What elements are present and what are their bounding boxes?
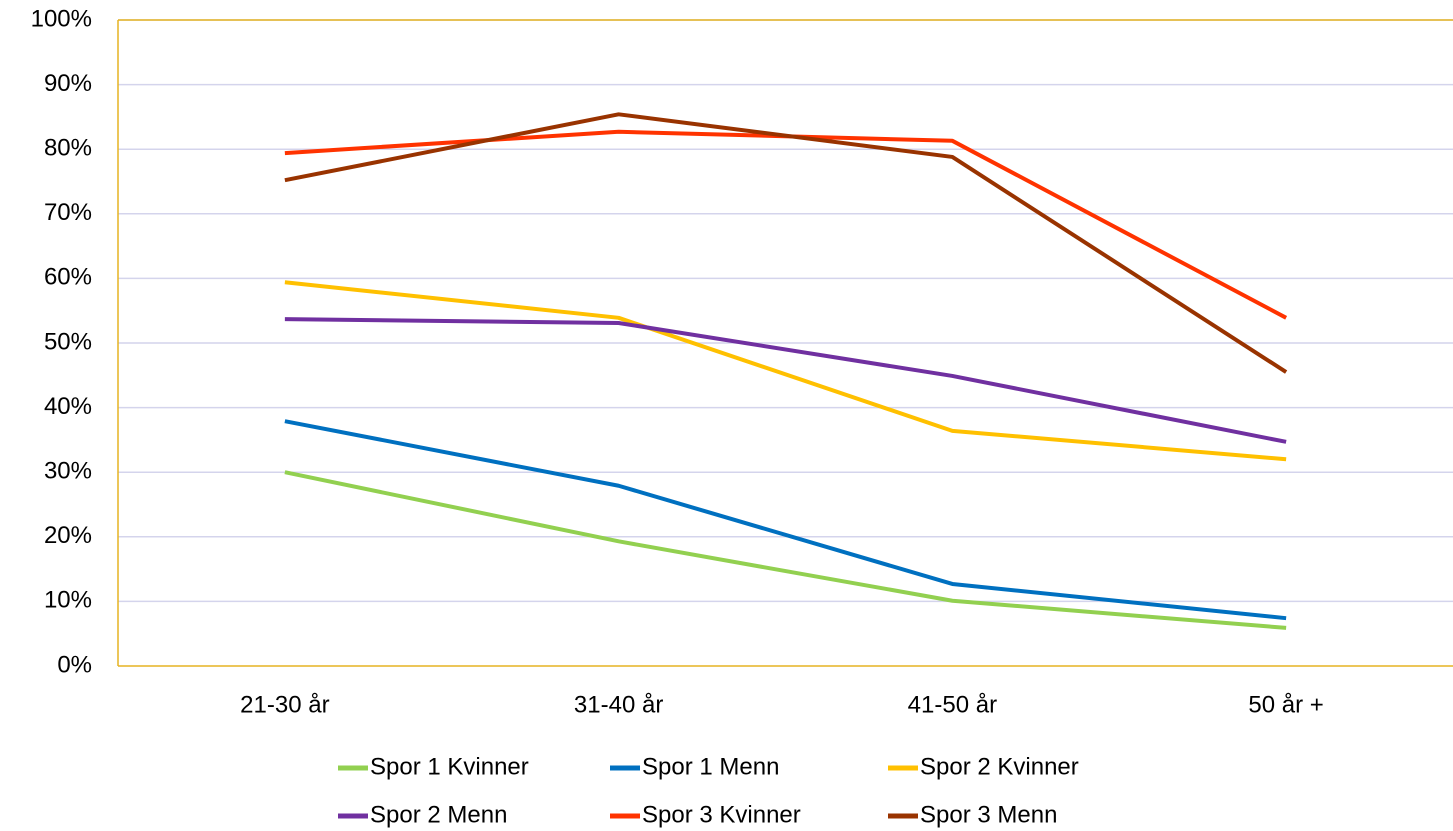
series-line [284, 112, 1288, 374]
y-tick-label: 30% [44, 458, 92, 485]
y-tick-label: 60% [44, 264, 92, 291]
y-tick-label: 40% [44, 393, 92, 420]
legend-label: Spor 3 Menn [920, 801, 1057, 828]
series-line [284, 470, 1287, 630]
series-line [284, 419, 1287, 621]
y-tick-label: 90% [44, 70, 92, 97]
y-tick-label: 80% [44, 135, 92, 162]
legend-label: Spor 1 Kvinner [370, 753, 529, 780]
x-tick-label: 41-50 år [908, 691, 997, 718]
x-tick-label: 50 år + [1248, 691, 1323, 718]
y-tick-label: 100% [31, 5, 92, 32]
legend-label: Spor 2 Menn [370, 801, 507, 828]
y-tick-label: 20% [44, 522, 92, 549]
y-tick-label: 50% [44, 328, 92, 355]
series-line [284, 129, 1288, 320]
x-tick-label: 21-30 år [240, 691, 329, 718]
legend-label: Spor 1 Menn [642, 753, 779, 780]
x-tick-label: 31-40 år [574, 691, 663, 718]
legend-label: Spor 2 Kvinner [920, 753, 1079, 780]
series-line [284, 317, 1287, 444]
y-tick-label: 0% [57, 651, 92, 678]
y-tick-label: 10% [44, 587, 92, 614]
y-tick-label: 70% [44, 199, 92, 226]
series-line [284, 280, 1287, 462]
legend-label: Spor 3 Kvinner [642, 801, 801, 828]
